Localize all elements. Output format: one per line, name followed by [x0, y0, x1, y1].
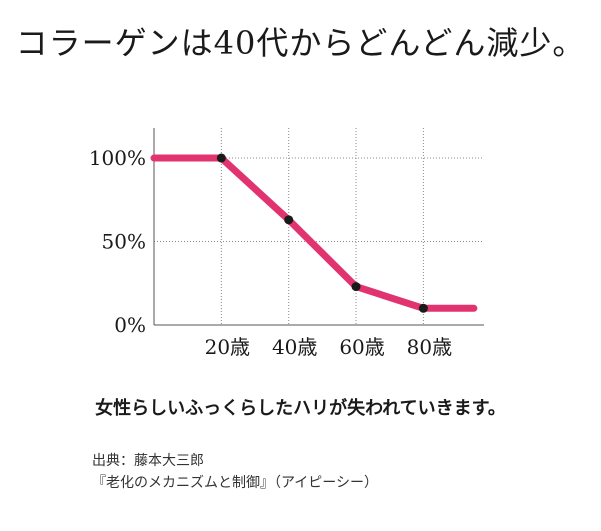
collagen-chart: 0% 50% 100% 20歳 40歳 60歳 80歳 — [89, 128, 484, 359]
y-tick-label-50: 50% — [102, 230, 146, 254]
tick-labels: 0% 50% 100% 20歳 40歳 60歳 80歳 — [89, 146, 452, 359]
chart-caption: 女性らしいふっくらしたハリが失われていきます。 — [95, 398, 506, 419]
data-point-40 — [284, 215, 294, 225]
y-tick-label-100: 100% — [89, 146, 146, 170]
chart-title: コラーゲンは40代からどんどん減少。 — [15, 24, 586, 62]
x-tick-label-60: 60歳 — [339, 335, 384, 359]
data-markers — [216, 153, 428, 313]
x-tick-label-80: 80歳 — [407, 335, 452, 359]
data-point-20 — [216, 153, 226, 163]
data-point-60 — [351, 282, 361, 292]
y-tick-label-0: 0% — [114, 313, 146, 337]
x-tick-label-40: 40歳 — [272, 335, 317, 359]
series-line — [150, 154, 478, 312]
source-book: 『老化のメカニズムと制御』（アイピーシー） — [92, 475, 379, 491]
source-author: 出典：藤本大三郎 — [92, 453, 204, 469]
collagen-line — [150, 154, 478, 312]
source-citation: 出典：藤本大三郎 『老化のメカニズムと制御』（アイピーシー） — [92, 450, 378, 494]
data-point-80 — [418, 303, 428, 313]
x-tick-label-20: 20歳 — [205, 335, 250, 359]
